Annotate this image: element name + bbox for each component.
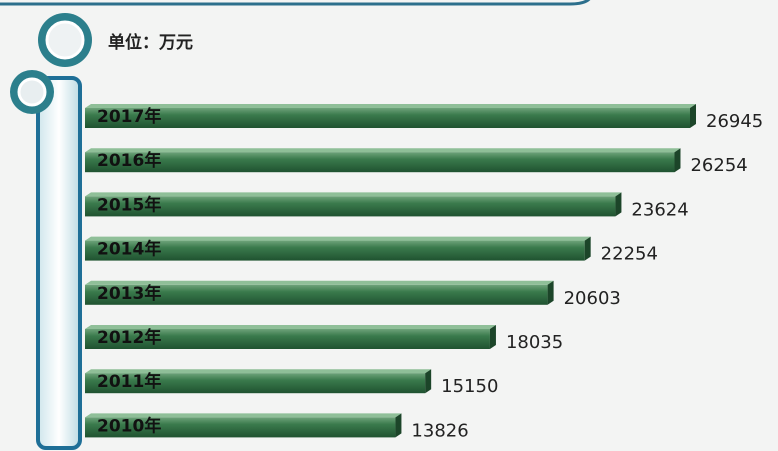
category-label: 2015年 — [97, 194, 161, 215]
knob-inner — [47, 22, 83, 58]
bar — [85, 108, 690, 128]
bar-top — [85, 192, 621, 196]
value-label: 13826 — [411, 420, 468, 441]
value-label: 20603 — [564, 288, 621, 309]
bar-top — [85, 148, 680, 152]
bar — [85, 152, 674, 172]
category-label: 2016年 — [97, 150, 161, 171]
bar-end — [425, 369, 431, 393]
knob-inner — [19, 79, 45, 105]
category-label: 2010年 — [97, 415, 161, 436]
page: 单位：万元 26945 2017年 26254 2016年 23624 2015年 2225… — [0, 0, 778, 451]
category-label: 2017年 — [97, 106, 161, 127]
value-label: 26945 — [706, 111, 763, 132]
category-label: 2011年 — [97, 371, 161, 392]
bar-end — [615, 192, 621, 216]
value-label: 18035 — [506, 332, 563, 353]
category-label: 2013年 — [97, 283, 161, 304]
bar-top — [85, 104, 696, 108]
value-label: 15150 — [441, 376, 498, 397]
bar-end — [395, 413, 401, 437]
category-label: 2012年 — [97, 327, 161, 348]
bar-end — [674, 148, 680, 172]
bar — [85, 196, 615, 216]
value-label: 22254 — [601, 244, 658, 265]
value-label: 23624 — [631, 199, 688, 220]
chart: 单位：万元 26945 2017年 26254 2016年 23624 2015年 2225… — [0, 0, 778, 451]
bar-end — [490, 325, 496, 349]
bar-end — [585, 237, 591, 261]
unit-label: 单位：万元 — [108, 32, 193, 53]
bar-end — [690, 104, 696, 128]
value-label: 26254 — [690, 155, 747, 176]
tube — [38, 78, 80, 448]
bar-end — [548, 281, 554, 305]
category-label: 2014年 — [97, 239, 161, 260]
